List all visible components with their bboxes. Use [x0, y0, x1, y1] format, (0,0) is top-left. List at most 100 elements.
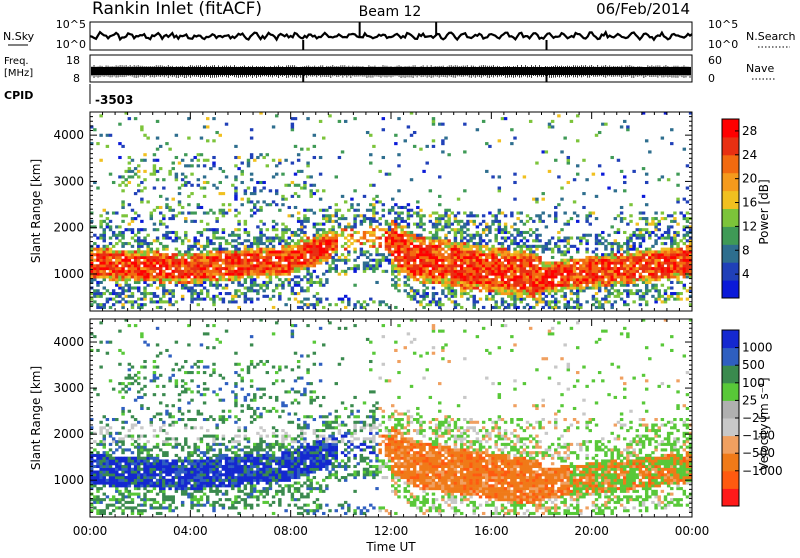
power-cell [585, 220, 588, 223]
velocity-cell [93, 476, 96, 479]
power-cell [300, 250, 303, 253]
power-cell [212, 228, 215, 231]
power-cell [162, 256, 165, 259]
power-cell [648, 264, 651, 267]
power-cell [288, 236, 291, 239]
power-cell [494, 214, 497, 217]
power-cell [193, 259, 196, 262]
power-cell [670, 295, 673, 298]
power-cell [128, 228, 131, 231]
power-cell [476, 300, 479, 303]
power-cell [501, 292, 504, 295]
power-cell [388, 259, 391, 262]
power-cell [259, 220, 262, 223]
power-cell [187, 275, 190, 278]
power-cell [165, 292, 168, 295]
power-cell [150, 270, 153, 273]
power-cell [469, 275, 472, 278]
power-cell [466, 270, 469, 273]
power-cell [679, 248, 682, 251]
power-cell [667, 178, 670, 181]
power-cell [143, 250, 146, 253]
power-cell [109, 298, 112, 301]
power-cell [419, 239, 422, 242]
power-cell [316, 261, 319, 264]
power-cell [400, 206, 403, 209]
power-cell [551, 120, 554, 123]
power-cell [469, 278, 472, 281]
velocity-cell [99, 501, 102, 504]
power-cell [319, 284, 322, 287]
power-cell [535, 234, 538, 237]
power-cell [620, 298, 623, 301]
power-cell [96, 256, 99, 259]
power-cell [140, 189, 143, 192]
power-cell [667, 264, 670, 267]
power-cell [309, 175, 312, 178]
power-cell [322, 231, 325, 234]
power-cell [639, 278, 642, 281]
power-cell [206, 256, 209, 259]
power-cell [156, 228, 159, 231]
power-cell [378, 261, 381, 264]
power-cell [272, 236, 275, 239]
power-cell [109, 134, 112, 137]
power-cell [510, 256, 513, 259]
velocity-cell [118, 479, 121, 482]
power-cell [529, 259, 532, 262]
power-cell [460, 273, 463, 276]
power-cell [137, 303, 140, 306]
power-cell [410, 236, 413, 239]
power-cell [482, 250, 485, 253]
power-cell [432, 117, 435, 120]
power-cell [228, 273, 231, 276]
power-cell [344, 217, 347, 220]
power-cell [520, 267, 523, 270]
power-cell [654, 228, 657, 231]
velocity-cell [96, 509, 99, 512]
power-cell [244, 300, 247, 303]
power-cell [410, 289, 413, 292]
power-cell [554, 261, 557, 264]
power-cell [128, 162, 131, 165]
power-cell [143, 286, 146, 289]
power-cell [554, 212, 557, 215]
power-cell [146, 261, 149, 264]
power-cell [463, 123, 466, 126]
power-cell [140, 303, 143, 306]
power-cell [516, 289, 519, 292]
power-cell [463, 223, 466, 226]
power-cell [451, 284, 454, 287]
power-cell [639, 261, 642, 264]
power-cell [516, 217, 519, 220]
power-cell [134, 286, 137, 289]
power-cell [357, 214, 360, 217]
power-cell [143, 259, 146, 262]
power-cell [563, 236, 566, 239]
power-cell [306, 261, 309, 264]
power-cell [435, 278, 438, 281]
power-cell [300, 264, 303, 267]
power-cell [244, 248, 247, 251]
power-cell [419, 270, 422, 273]
power-cell [542, 300, 545, 303]
power-cell [570, 259, 573, 262]
power-cell [410, 267, 413, 270]
power-cell [526, 264, 529, 267]
power-cell [244, 286, 247, 289]
power-cell [460, 281, 463, 284]
power-cell [563, 267, 566, 270]
power-cell [375, 264, 378, 267]
velocity-cell [99, 479, 102, 482]
power-cell [658, 256, 661, 259]
power-cell [620, 125, 623, 128]
power-cell [673, 264, 676, 267]
power-cell [651, 245, 654, 248]
power-cell [673, 239, 676, 242]
velocity-cell [96, 462, 99, 465]
power-cell [212, 139, 215, 142]
power-cell [394, 286, 397, 289]
power-cell [507, 275, 510, 278]
power-cell [256, 242, 259, 245]
power-cell [535, 200, 538, 203]
